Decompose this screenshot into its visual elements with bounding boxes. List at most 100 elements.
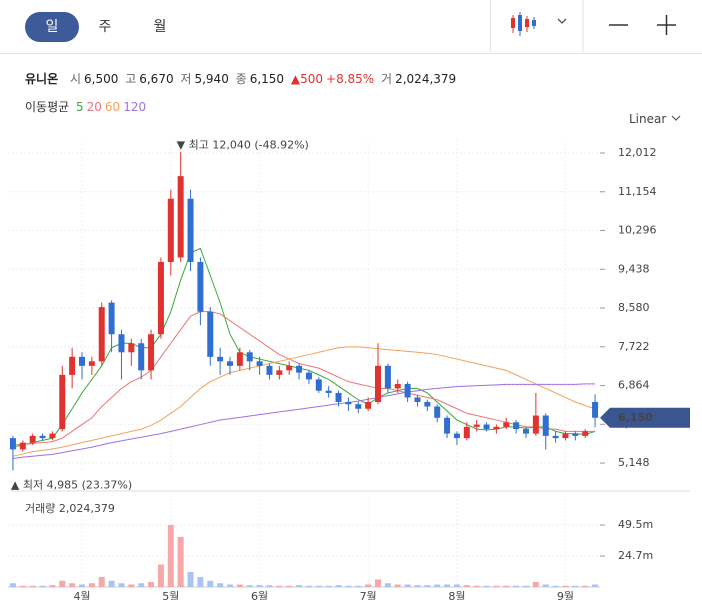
volume-bar <box>296 585 303 587</box>
x-tick-label: 9월 <box>557 590 574 600</box>
change-pct: +8.85% <box>326 72 375 86</box>
candle-body <box>128 343 135 353</box>
y-tick-label: 24.7m <box>618 549 653 562</box>
candle-body <box>434 406 441 418</box>
volume-bar <box>236 584 243 587</box>
candle-body <box>513 422 520 430</box>
quote-row: 유니온 시 6,500 고 6,670 저 5,940 종 6,150 ▲500 +8.8… <box>25 70 459 87</box>
candle-body <box>157 261 164 335</box>
y-tick-label: 10,296 <box>618 224 657 237</box>
candle-body <box>384 365 391 389</box>
field-value: 6,670 <box>139 72 174 86</box>
legend-item: 120 <box>123 100 147 114</box>
candle-body <box>365 401 372 409</box>
volume-bar <box>582 585 589 587</box>
volume-bar <box>434 584 441 587</box>
candle-body <box>572 433 579 436</box>
scale-selector[interactable]: Linear <box>629 112 682 126</box>
candle-body <box>424 401 431 407</box>
candle-body <box>19 442 26 450</box>
toolbar: 일 주 월 <box>0 0 702 54</box>
candle-body <box>335 392 342 402</box>
candle-body <box>266 365 273 375</box>
moving-average <box>12 311 596 446</box>
candle-body <box>177 176 184 258</box>
volume-bar <box>315 585 322 587</box>
volume-bar <box>345 585 352 587</box>
volume-bar <box>98 576 105 587</box>
volume-bar <box>325 585 332 587</box>
y-tick-label: 6,864 <box>618 379 650 392</box>
last-price-tag <box>600 407 690 428</box>
volume-bar <box>542 584 549 587</box>
volume-bar <box>404 584 411 587</box>
candle-body <box>256 361 263 366</box>
candle-body <box>404 383 411 398</box>
field-value: 5,940 <box>194 72 229 86</box>
field-label: 고 <box>125 72 137 86</box>
candle-body <box>463 426 470 439</box>
candle-body <box>394 383 401 389</box>
chart-type-button[interactable] <box>511 12 567 36</box>
candle-body <box>493 426 500 430</box>
field-label: 시 <box>69 72 81 86</box>
candle-body <box>9 438 16 450</box>
candle-body <box>286 365 293 371</box>
tab[interactable]: 일 <box>25 12 79 42</box>
volume-bar <box>19 585 26 587</box>
candle-body <box>217 356 224 362</box>
volume-bar <box>148 581 155 587</box>
tab[interactable]: 주 <box>98 19 112 35</box>
legend-item: 5 <box>76 100 84 114</box>
volume-bar <box>138 583 145 587</box>
candle-body <box>325 390 332 393</box>
y-tick-label: 5,148 <box>618 456 650 469</box>
field-value: 6,150 <box>249 72 285 86</box>
field-value: 6,500 <box>84 72 119 86</box>
moving-average <box>12 383 596 459</box>
volume-bar <box>197 576 204 587</box>
volume-bar <box>59 580 66 587</box>
volume-bar <box>453 584 460 587</box>
candle-body <box>523 429 529 434</box>
candle-body <box>39 435 46 439</box>
candle-body <box>592 401 599 418</box>
tab[interactable]: 월 <box>153 19 167 35</box>
volume-bar <box>108 580 115 587</box>
volume-bar <box>355 585 362 587</box>
x-tick-label: 8월 <box>448 590 465 600</box>
volume-bar <box>503 585 510 587</box>
candle-body <box>69 356 76 375</box>
volume-bar <box>532 581 539 587</box>
moving-average <box>12 346 596 457</box>
volume-bar <box>384 583 391 587</box>
volume-bar <box>365 584 372 587</box>
candle-body <box>414 397 421 402</box>
candle-body <box>503 422 510 427</box>
candle-body <box>542 415 549 436</box>
y-tick-label: 8,580 <box>618 301 650 314</box>
volume-bar <box>444 584 451 587</box>
candle-body <box>315 379 322 391</box>
candle-body <box>49 433 56 439</box>
candle-body <box>207 311 214 357</box>
x-tick-label: 4월 <box>73 590 90 600</box>
candle-body <box>375 365 381 402</box>
candle-body <box>246 352 253 362</box>
candle-body <box>552 435 559 439</box>
candle-body <box>197 261 204 312</box>
candle-body <box>108 302 115 335</box>
candle-body <box>148 334 155 371</box>
volume-bar <box>335 585 342 587</box>
volume-bar <box>177 536 184 587</box>
candle-body <box>305 372 312 380</box>
low-annotation: ▲ 최저 4,985 (23.37%) <box>11 478 132 491</box>
scale-label: Linear <box>629 112 667 126</box>
candle-body <box>562 433 569 439</box>
y-tick-label: 12,012 <box>618 146 657 159</box>
volume-bar <box>266 585 273 587</box>
zoom-in[interactable] <box>657 15 676 35</box>
x-tick-label: 5월 <box>162 590 179 600</box>
candle-body <box>236 352 243 366</box>
